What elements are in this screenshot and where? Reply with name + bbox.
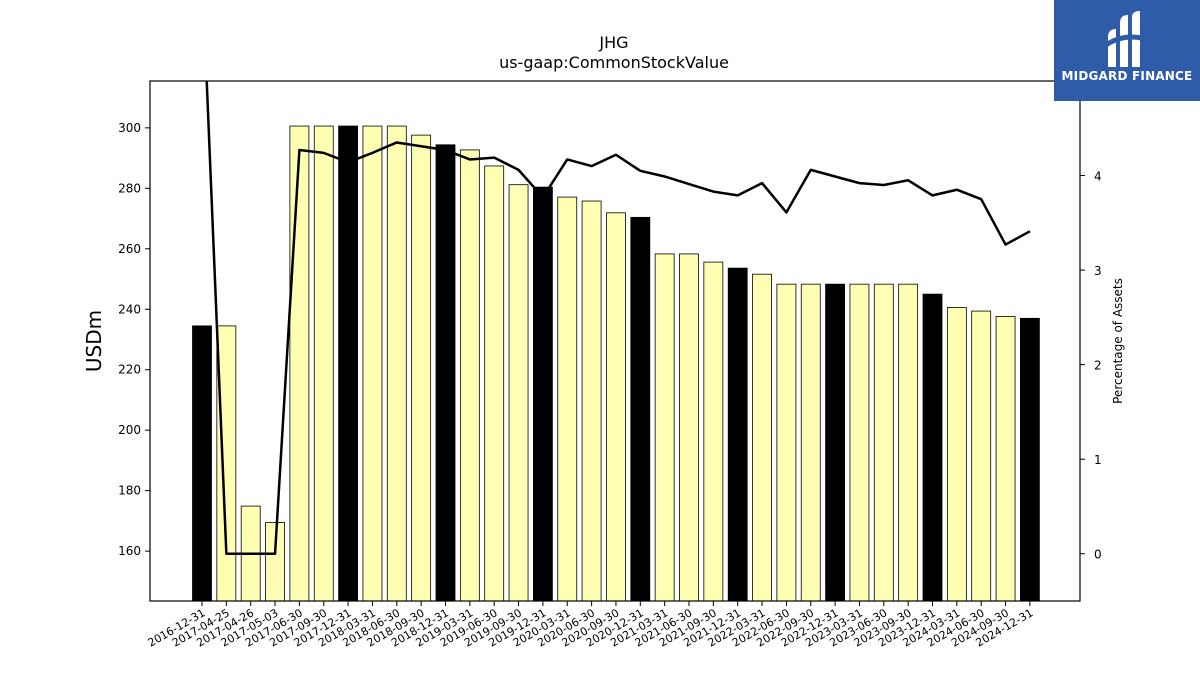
bar-2022-09-30: [800, 283, 821, 602]
bar-2023-09-30: [898, 283, 919, 602]
bar-2018-06-30: [386, 125, 407, 602]
y-tick-label: 200: [118, 423, 141, 437]
y-tick-label: 260: [118, 242, 141, 256]
bar-2017-06-30: [289, 125, 310, 602]
y-tick-label: 220: [118, 363, 141, 377]
bar-2017-09-30: [313, 125, 334, 602]
bar-2024-06-30: [971, 310, 992, 602]
bar-2024-09-30: [995, 316, 1016, 602]
bar-2021-06-30: [679, 253, 699, 602]
bar-2022-06-30: [776, 283, 797, 602]
bar-2023-06-30: [873, 283, 894, 602]
bar-2019-06-30: [484, 165, 505, 602]
y-tick-label: 180: [118, 484, 141, 498]
bar-2018-09-30: [411, 134, 432, 602]
y2-tick-label: 3: [1094, 264, 1102, 278]
bar-2020-06-30: [581, 200, 602, 602]
percentage-of-assets-line: [205, 81, 1031, 555]
logo-text: MIDGARD FINANCE: [1061, 69, 1193, 83]
bar-2022-03-31: [752, 273, 772, 602]
bars: [192, 125, 1040, 602]
bar-2018-03-31: [362, 125, 383, 602]
bar-2019-09-30: [508, 184, 529, 602]
bar-2023-12-31: [922, 293, 943, 602]
y-axis-label: USDm: [82, 310, 106, 372]
chart-subtitle: us-gaap:CommonStockValue: [499, 53, 729, 72]
y2-axis-label: Percentage of Assets: [1111, 278, 1125, 404]
logo-mark-icon: [1104, 11, 1147, 67]
bar-2021-09-30: [703, 261, 724, 602]
y-tick-label: 280: [118, 181, 141, 195]
bar-2022-12-31: [825, 283, 845, 602]
y-tick-label: 160: [118, 544, 141, 558]
y2-tick-label: 0: [1094, 548, 1102, 562]
bar-2019-12-31: [533, 186, 553, 602]
y-axis-right: 012345: [1080, 75, 1102, 562]
bar-2024-12-31: [1020, 317, 1040, 602]
bar-2020-12-31: [630, 216, 651, 602]
brand-logo: MIDGARD FINANCE: [1054, 0, 1200, 101]
bar-2020-09-30: [606, 212, 626, 602]
bar-2019-03-31: [459, 149, 480, 602]
y2-tick-label: 2: [1094, 359, 1102, 373]
bar-2024-03-31: [946, 307, 967, 602]
bar-2016-12-31: [192, 325, 212, 602]
chart-title: JHG: [598, 33, 628, 52]
bar-2021-12-31: [727, 267, 748, 602]
bar-2021-03-31: [654, 253, 675, 602]
y2-tick-label: 1: [1094, 453, 1102, 467]
bar-2020-03-31: [557, 196, 578, 602]
plot-frame: [149, 80, 1081, 602]
y-tick-label: 240: [118, 302, 141, 316]
y-tick-label: 300: [118, 121, 141, 135]
y2-tick-label: 4: [1094, 170, 1102, 184]
bar-2017-12-31: [338, 125, 359, 602]
line-layer: [205, 81, 1031, 555]
y-axis-left: 160 180 200 220 240 260 280 300: [118, 121, 150, 558]
bar-2018-12-31: [435, 144, 456, 602]
bar-2023-03-31: [849, 283, 870, 602]
x-axis: 2016-12-312017-04-252017-04-262017-05-03…: [146, 601, 1035, 650]
